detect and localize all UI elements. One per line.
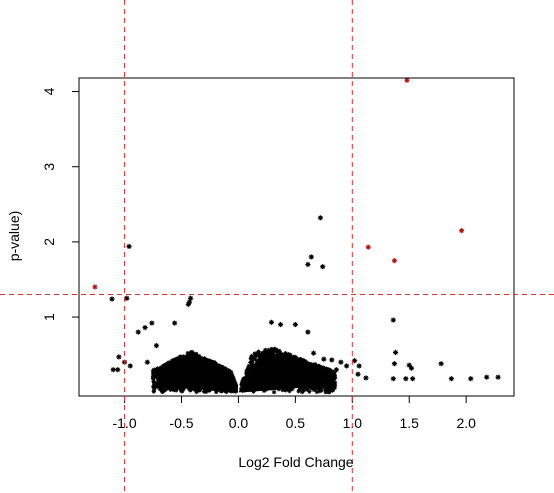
data-point <box>334 367 339 372</box>
cloud-core <box>156 353 320 392</box>
data-point <box>127 244 132 249</box>
x-axis: -1.0 -0.5 0.0 0.5 1.0 1.5 2.0 <box>112 396 476 431</box>
data-point <box>311 351 316 356</box>
data-point <box>321 357 326 362</box>
cloud-point <box>270 350 274 354</box>
point-cloud <box>151 347 338 395</box>
cloud-point <box>300 390 304 394</box>
cloud-point <box>325 374 329 378</box>
data-point <box>410 376 415 381</box>
data-point <box>393 350 398 355</box>
plot-frame <box>79 78 514 396</box>
data-point <box>172 320 177 325</box>
data-point <box>115 367 120 372</box>
data-point <box>392 258 397 263</box>
data-point <box>391 317 396 322</box>
data-point <box>363 375 368 380</box>
data-point <box>293 322 298 327</box>
cloud-point <box>256 350 260 354</box>
data-point <box>109 296 114 301</box>
x-tick-label: 0.5 <box>286 415 306 431</box>
y-tick-label: 1 <box>41 313 57 321</box>
cloud-point <box>326 381 330 385</box>
data-point <box>186 302 191 307</box>
cloud-point <box>163 387 167 391</box>
x-tick-label: -0.5 <box>169 415 193 431</box>
cloud-point <box>253 354 257 358</box>
y-axis-title: p-value) <box>6 211 22 262</box>
data-point <box>495 375 500 380</box>
data-point <box>468 376 473 381</box>
cloud-point <box>329 382 333 386</box>
data-point <box>392 361 397 366</box>
cloud-point <box>322 371 326 375</box>
data-point <box>409 366 414 371</box>
data-point <box>318 215 323 220</box>
data-point <box>391 376 396 381</box>
points-layer <box>92 78 500 382</box>
y-tick-label: 4 <box>41 87 57 95</box>
x-tick-label: 2.0 <box>456 415 476 431</box>
data-point <box>145 360 150 365</box>
data-point <box>309 254 314 259</box>
data-point <box>338 360 343 365</box>
cloud-point <box>272 390 276 394</box>
cloud-point <box>320 377 324 381</box>
x-tick-label: 0.0 <box>229 415 249 431</box>
cloud-point <box>328 377 332 381</box>
cloud-point <box>264 349 268 353</box>
data-point <box>320 264 325 269</box>
data-point <box>278 322 283 327</box>
data-point <box>116 354 121 359</box>
data-point <box>92 284 97 289</box>
cloud-point <box>319 388 323 392</box>
data-point <box>484 375 489 380</box>
cloud-point <box>315 390 319 394</box>
data-point <box>305 329 310 334</box>
cloud-point <box>248 360 252 364</box>
data-point <box>149 320 154 325</box>
data-point <box>136 329 141 334</box>
data-point <box>111 367 116 372</box>
y-axis: 1 2 3 4 <box>41 87 79 321</box>
cloud-point <box>249 356 253 360</box>
cloud-point <box>333 375 337 379</box>
y-tick-label: 2 <box>41 238 57 246</box>
data-point <box>355 372 360 377</box>
data-point <box>329 357 334 362</box>
data-point <box>305 262 310 267</box>
data-point <box>449 376 454 381</box>
cloud-point <box>260 351 264 355</box>
cloud-point <box>225 368 229 372</box>
data-point <box>188 296 193 301</box>
data-point <box>316 373 321 378</box>
cloud-point <box>326 387 330 391</box>
y-tick-label: 3 <box>41 163 57 171</box>
data-point <box>128 363 133 368</box>
data-point <box>154 343 159 348</box>
cloud-point <box>326 368 330 372</box>
x-axis-title: Log2 Fold Change <box>238 454 353 470</box>
data-point <box>439 361 444 366</box>
data-point <box>269 320 274 325</box>
data-point <box>142 325 147 330</box>
cloud-point <box>230 376 234 380</box>
cloud-point <box>204 390 208 394</box>
cloud-point <box>151 374 155 378</box>
cloud-point <box>240 379 244 383</box>
data-point <box>344 363 349 368</box>
data-point <box>459 228 464 233</box>
data-point <box>366 245 371 250</box>
cloud-point <box>180 389 184 393</box>
x-tick-label: 1.5 <box>400 415 420 431</box>
data-point <box>357 363 362 368</box>
data-point <box>403 376 408 381</box>
data-point <box>167 372 172 377</box>
cloud-point <box>174 388 178 392</box>
